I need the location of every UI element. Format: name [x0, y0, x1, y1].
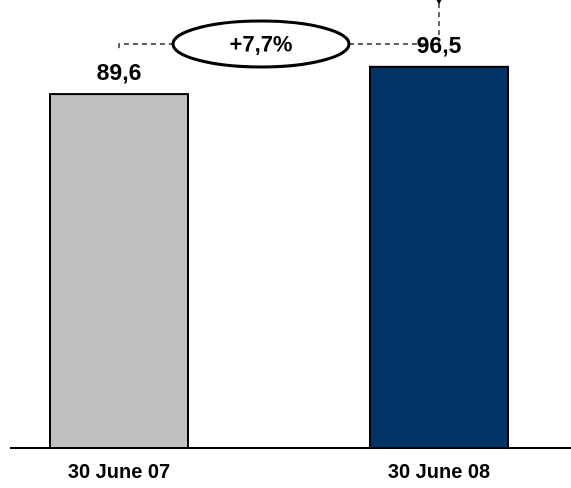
x-tick-label-1: 30 June 07 — [68, 461, 170, 483]
labels-layer: 89,6 30 June 07 96,5 30 June 08 — [68, 32, 490, 483]
bar-2 — [369, 65, 509, 449]
change-arrowhead — [436, 0, 442, 5]
bars-layer — [49, 65, 509, 450]
change-percent-label: +7,7% — [230, 32, 293, 57]
change-ellipse — [171, 19, 351, 69]
bar-value-label-2: 96,5 — [417, 32, 462, 58]
x-tick-label-2: 30 June 08 — [388, 461, 490, 483]
bar-1 — [49, 93, 189, 450]
bar-value-label-1: 89,6 — [97, 59, 142, 85]
change-annotation: +7,7% — [118, 0, 442, 69]
